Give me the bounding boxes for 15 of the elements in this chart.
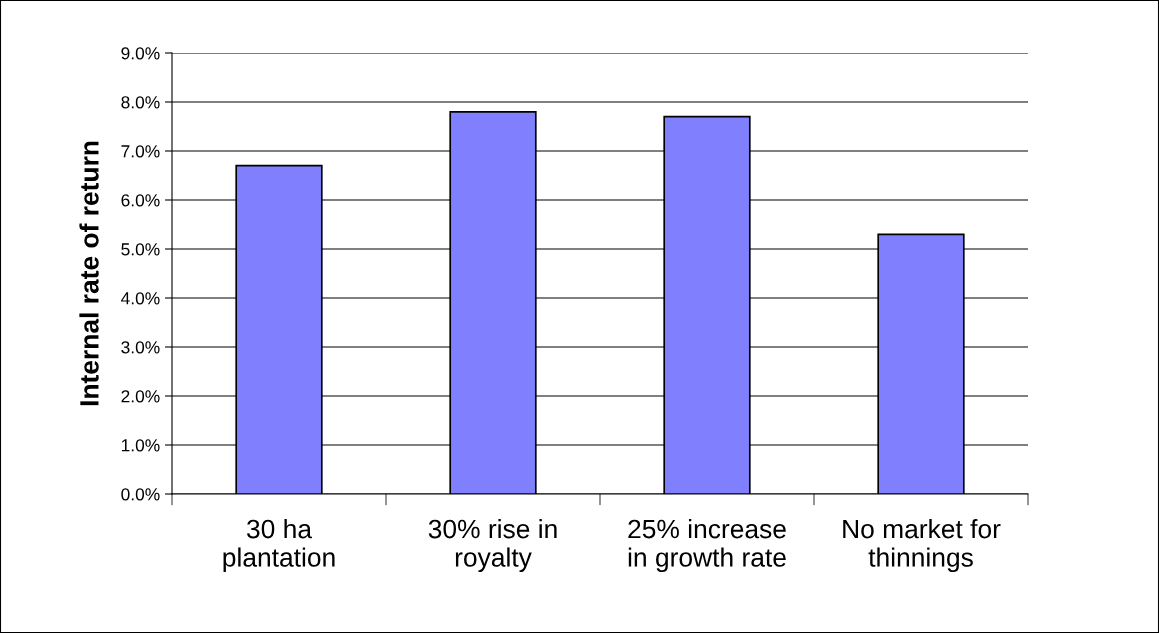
y-tick-label: 3.0% [121, 341, 160, 354]
x-tick-label: 25% increase in growth rate [628, 519, 786, 573]
x-tick-label: 30% rise in royalty [428, 519, 557, 573]
y-tick-label: 2.0% [121, 390, 160, 403]
y-tick-label: 9.0% [121, 47, 160, 60]
y-axis-title: Internal rate of return [79, 141, 99, 406]
y-tick-label: 0.0% [121, 488, 160, 501]
x-tick-label: 30 ha plantation [223, 519, 335, 573]
y-tick-label: 7.0% [121, 145, 160, 158]
x-tick-label: No market for thinnings [843, 519, 1001, 573]
y-tick-label: 1.0% [121, 439, 160, 452]
y-tick-label: 4.0% [121, 292, 160, 305]
y-tick-label: 6.0% [121, 194, 160, 207]
y-tick-label: 5.0% [121, 243, 160, 256]
y-tick-label: 8.0% [121, 96, 160, 109]
